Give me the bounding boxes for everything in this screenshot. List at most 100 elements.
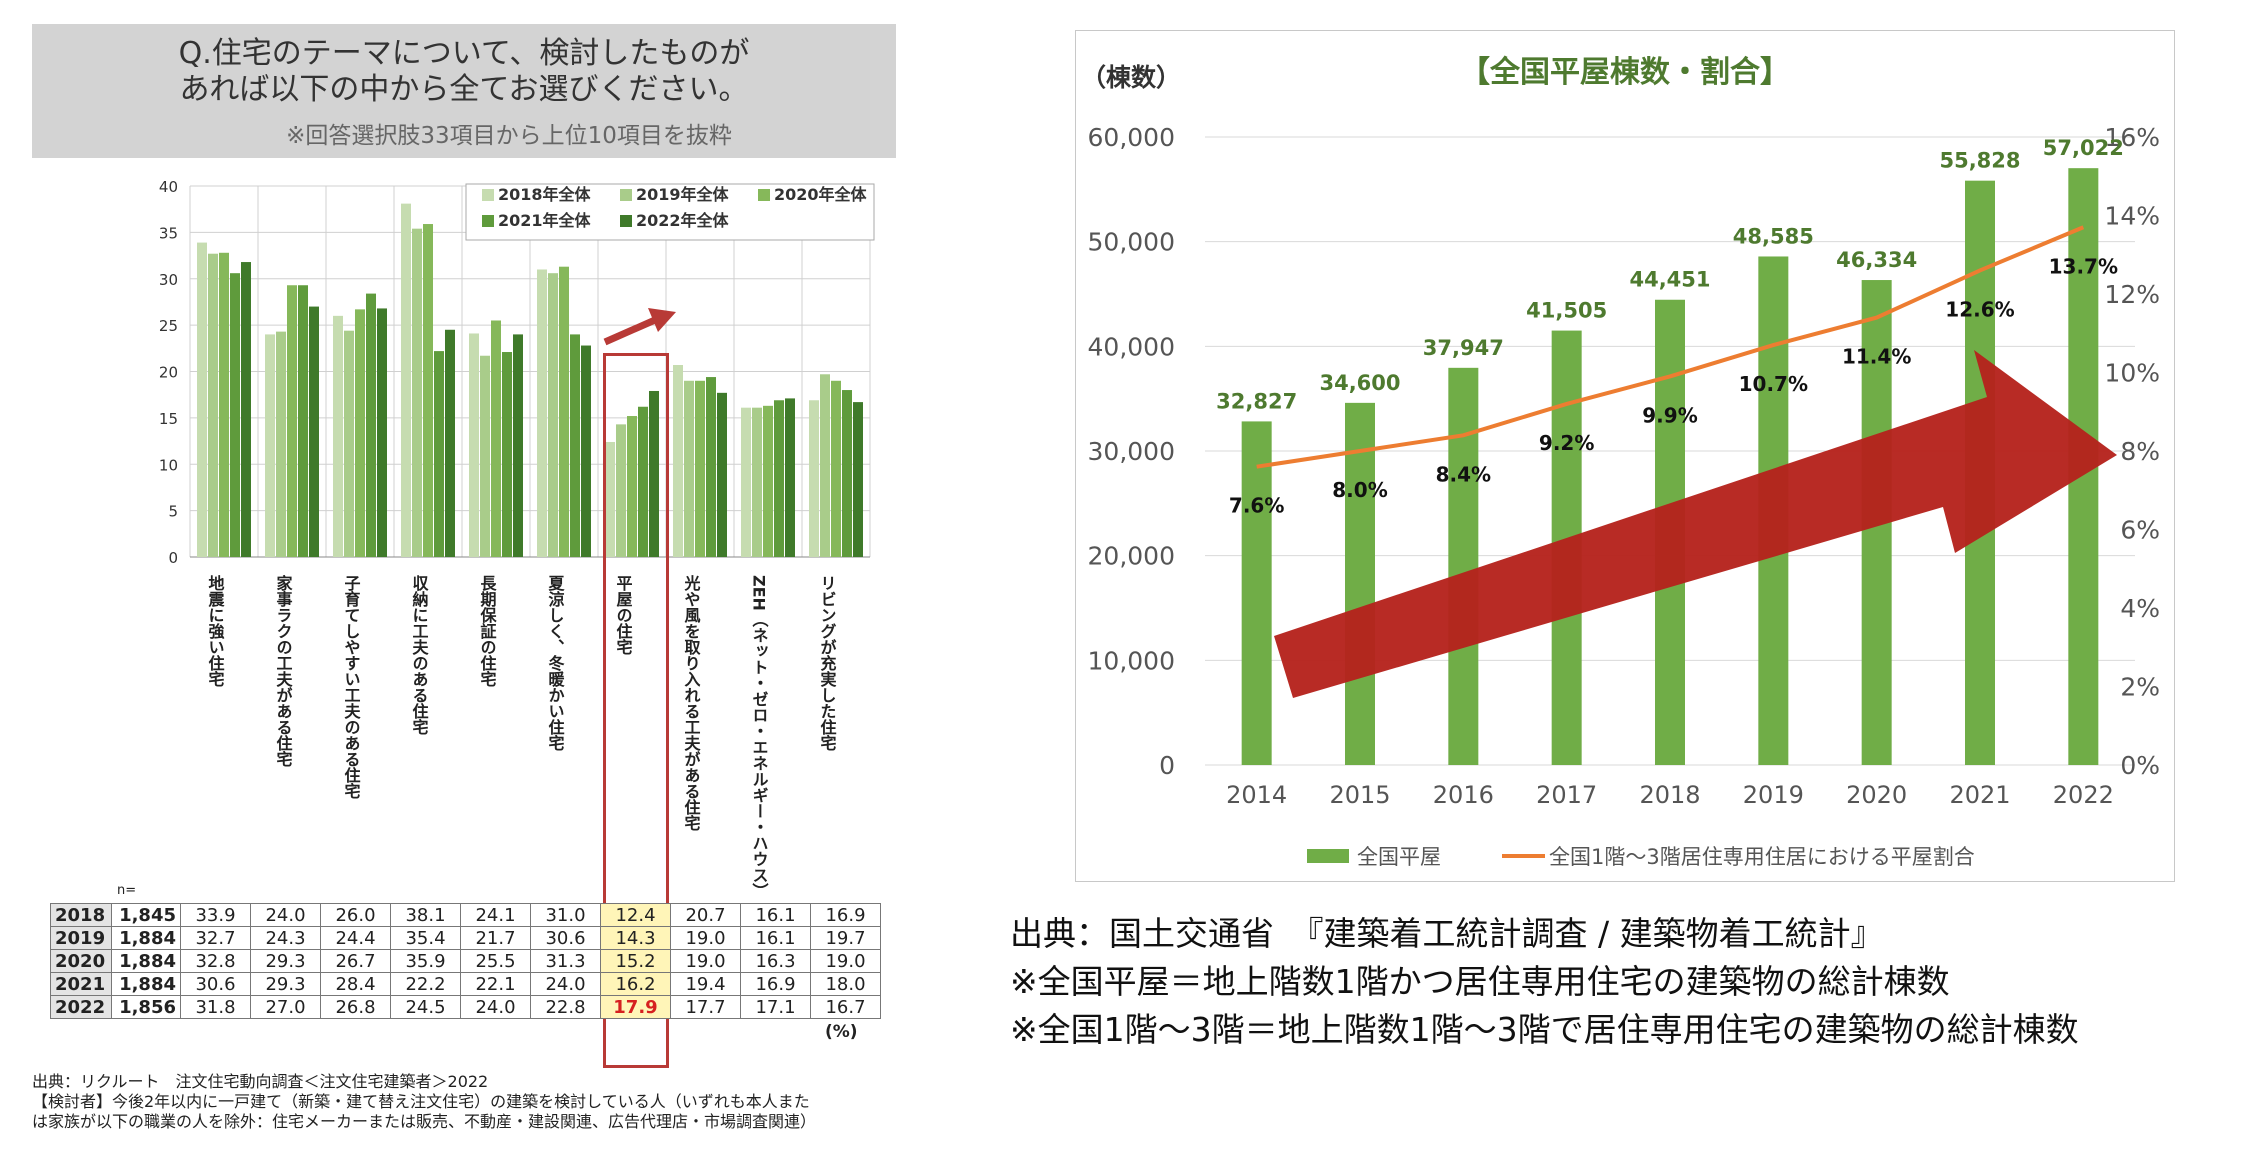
bar: [298, 285, 308, 557]
bar: [309, 306, 319, 557]
table-value-cell: 24.4: [320, 926, 391, 950]
legend-box: [465, 183, 875, 241]
y2-tick-label: 14%: [2104, 202, 2160, 231]
table-value-cell: 20.7: [670, 903, 741, 927]
x-category-label: 光や風を取り入れる工夫がある住宅: [682, 574, 702, 831]
table-row: 2020 1,884 32.8 29.3 26.7 35.9 25.5 31.3 15.2 19.…: [50, 949, 881, 973]
legend-label: 2019年全体: [636, 185, 730, 204]
bar: [627, 416, 637, 557]
line-value-label: 10.7%: [1739, 372, 1808, 396]
bar: [412, 228, 422, 557]
bar-value-label: 41,505: [1526, 299, 1607, 323]
x-category-label: 子育てしやすい工夫のある住宅: [342, 575, 361, 799]
bar: [581, 345, 591, 557]
table-n-label: n=: [117, 883, 137, 898]
x-tick-label: 2014: [1226, 781, 1287, 809]
survey-panel: Q.住宅のテーマについて、検討したものが あれば以下の中から全てお選びください。…: [0, 0, 1000, 1160]
bar: [197, 242, 207, 557]
table-value-cell: 24.0: [460, 995, 531, 1019]
bar: [276, 331, 286, 557]
source-note-right: 出典：国土交通省 『建築着工統計調査 / 建築物着工統計』 ※全国平屋＝地上階数…: [1010, 910, 2079, 1054]
line-value-label: 9.9%: [1642, 403, 1697, 427]
table-row: 2022 1,856 31.8 27.0 26.8 24.5 24.0 22.8 17.9 17.…: [50, 995, 881, 1019]
legend-label: 2021年全体: [498, 211, 592, 230]
bar: [366, 293, 376, 557]
bar: [809, 400, 819, 557]
bar: [673, 365, 683, 557]
table-value-cell: 35.4: [390, 926, 461, 950]
x-tick-label: 2015: [1329, 781, 1390, 809]
source-line: 出典：国土交通省 『建築着工統計調査 / 建築物着工統計』: [1010, 914, 1884, 953]
table-value-cell: 24.5: [390, 995, 461, 1019]
survey-bar-chart: 0 5 10 15 20 25 30 35 40 地震に強い住宅 家事ラクの工夫がある住宅 子育てしや…: [159, 178, 875, 899]
x-category-label: 平屋の住宅: [614, 575, 633, 655]
y-tick-label: 40,000: [1088, 332, 1175, 361]
bar: [265, 334, 275, 557]
y2-tick-label: 12%: [2104, 280, 2160, 309]
line-value-label: 11.4%: [1842, 345, 1911, 369]
series-line: [1256, 225, 2085, 469]
table-value-cell: 29.3: [250, 972, 321, 996]
x-category-label: ZEH（ネット・ゼロ・エネルギー・ハウス）: [750, 575, 769, 899]
y-tick-label: 10,000: [1088, 646, 1175, 675]
line-value-label: 8.0%: [1332, 478, 1387, 502]
table-value-cell: 30.6: [530, 926, 601, 950]
source-note-left: 出典：リクルート 注文住宅動向調査＜注文住宅建築者＞2022 【検討者】今後2年…: [32, 1072, 902, 1132]
y-tick-label: 30,000: [1088, 437, 1175, 466]
table-value-cell: 31.3: [530, 949, 601, 973]
table-value-cell: 17.9: [600, 995, 671, 1019]
legend-label: 2020年全体: [774, 185, 868, 204]
bar: [831, 380, 841, 557]
bar: [469, 333, 479, 557]
bar: [616, 424, 626, 557]
arrow-head: [648, 308, 676, 332]
bar: [842, 390, 852, 557]
table-value-cell: 16.2: [600, 972, 671, 996]
legend-swatch: [482, 189, 494, 201]
legend-label: 2022年全体: [636, 211, 730, 230]
y-tick-label: 15: [159, 410, 178, 428]
bar: [502, 352, 512, 557]
table-unit: (%): [825, 1022, 858, 1042]
table-year-cell: 2021: [50, 972, 112, 996]
table-n-cell: 1,884: [111, 926, 181, 950]
x-tick-label: 2022: [2053, 781, 2114, 809]
y2-tick-label: 16%: [2104, 123, 2160, 152]
legend-swatch: [620, 215, 632, 227]
y2-tick-label: 0%: [2120, 751, 2160, 780]
legend: 2018年全体 2019年全体 2020年全体 2021年全体 2022年全体: [465, 183, 875, 241]
table-value-cell: 31.8: [180, 995, 251, 1019]
y-tick-label: 40: [159, 178, 178, 196]
table-value-cell: 24.0: [530, 972, 601, 996]
bar: [820, 374, 830, 557]
bar: [853, 402, 863, 557]
x-category-label: 長期保証の住宅: [478, 575, 498, 687]
source-line: ※全国1階～3階＝地上階数1階～3階で居住専用住宅の建築物の総計棟数: [1010, 1010, 2079, 1049]
x-tick-label: 2017: [1536, 781, 1597, 809]
bar: [355, 309, 365, 557]
bar: [774, 400, 784, 557]
source-line: 出典：リクルート 注文住宅動向調査＜注文住宅建築者＞2022: [32, 1072, 489, 1091]
arrow-shaft: [603, 316, 657, 346]
x-tick-label: 2018: [1639, 781, 1700, 809]
question-note: ※回答選択肢33項目から上位10項目を抜粋: [286, 123, 732, 149]
table-value-cell: 16.9: [740, 972, 811, 996]
table-row: 2019 1,884 32.7 24.3 24.4 35.4 21.7 30.6 14.3 19.…: [50, 926, 881, 950]
bar: [649, 390, 659, 557]
bar: [763, 405, 773, 557]
table-n-cell: 1,884: [111, 949, 181, 973]
table-value-cell: 22.8: [530, 995, 601, 1019]
table-year-cell: 2019: [50, 926, 112, 950]
bar: [1345, 402, 1375, 765]
table-value-cell: 31.0: [530, 903, 601, 927]
table-value-cell: 29.3: [250, 949, 321, 973]
table-value-cell: 16.9: [810, 903, 881, 927]
source-line: は家族が以下の職業の人を除外：住宅メーカーまたは販売、不動産・建設関連、広告代理…: [32, 1112, 817, 1131]
table-value-cell: 22.2: [390, 972, 461, 996]
source-line: ※全国平屋＝地上階数1階かつ居住専用住宅の建築物の総計棟数: [1010, 962, 1950, 1001]
bar: [208, 253, 218, 557]
bar: [344, 330, 354, 557]
table-year-cell: 2020: [50, 949, 112, 973]
table-value-cell: 26.0: [320, 903, 391, 927]
chart-frame: [1075, 30, 2175, 882]
